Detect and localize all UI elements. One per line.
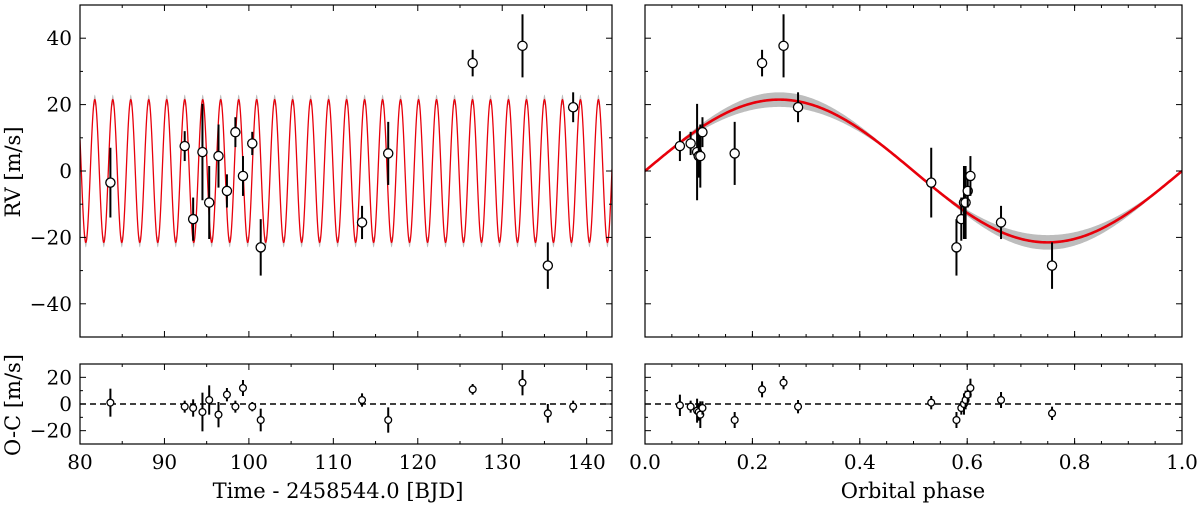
model-curve [645, 98, 1182, 244]
x-tick-label: 0.4 [844, 450, 876, 474]
data-point [729, 148, 740, 159]
data-point [758, 385, 767, 394]
data-point [189, 403, 198, 413]
data-point [213, 150, 224, 162]
data-point [518, 378, 527, 387]
data-point [674, 140, 686, 152]
data-point [996, 395, 1006, 405]
data-point [247, 138, 258, 149]
x-tick-label: 140 [568, 450, 606, 474]
data-point [205, 395, 214, 405]
data-point [222, 390, 231, 399]
data-point [179, 140, 190, 152]
data-point [248, 402, 257, 411]
data-point [230, 126, 241, 138]
y-tick-label: 20 [47, 365, 72, 389]
data-point [1046, 260, 1058, 271]
data-point [925, 177, 937, 188]
data-point [567, 102, 579, 113]
x-tick-label: 0.6 [951, 450, 983, 474]
y-tick-label: 0 [59, 392, 72, 416]
data-point [952, 415, 961, 425]
data-point [106, 398, 115, 407]
data-point [197, 146, 208, 158]
data-point [697, 126, 708, 138]
x-tick-label: 0.2 [736, 450, 768, 474]
data-point [730, 415, 739, 425]
data-point [105, 177, 116, 188]
data-point [542, 260, 554, 271]
data-point [686, 402, 695, 411]
data-point [695, 150, 706, 162]
data-point [356, 217, 368, 228]
data-point [238, 383, 248, 393]
data-point [187, 213, 199, 225]
plot-area [80, 14, 612, 289]
residuals-time-ylabel: O-C [m/s] [1, 354, 25, 456]
plot-area [645, 376, 1182, 428]
data-point [180, 402, 189, 411]
data-point [237, 170, 249, 182]
y-tick-label: 0 [59, 159, 72, 183]
data-point [231, 402, 240, 411]
x-tick-label: 0.0 [629, 450, 661, 474]
rv-time-panel: −40 −20 0 20 40 [30, 4, 613, 338]
data-point [685, 138, 696, 149]
data-point [382, 148, 394, 159]
axes-frame [79, 4, 613, 338]
phase-xlabel: Orbital phase [841, 479, 985, 503]
data-point [198, 407, 207, 417]
data-point [357, 395, 367, 405]
data-point [255, 242, 266, 253]
x-tick-label: 80 [67, 450, 92, 474]
y-tick-label: −20 [30, 419, 72, 443]
data-point [927, 398, 936, 407]
x-tick-label: 100 [230, 450, 268, 474]
x-tick-label: 110 [314, 450, 352, 474]
data-point [756, 57, 768, 69]
data-point [779, 378, 788, 387]
data-point [221, 185, 233, 197]
x-tick-label: 120 [399, 450, 437, 474]
residuals-phase-panel: 0.0 0.2 0.4 0.6 0.8 1.0 [629, 363, 1198, 474]
data-point [951, 242, 962, 253]
data-point [256, 415, 265, 425]
data-point [995, 217, 1007, 228]
x-tick-label: 90 [152, 450, 177, 474]
time-xlabel: Time - 2458544.0 [BJD] [213, 479, 464, 503]
rv-phase-panel [644, 4, 1183, 338]
data-point [793, 402, 803, 411]
data-point [214, 410, 223, 419]
data-point [517, 40, 528, 52]
data-point [467, 57, 478, 69]
data-point [698, 403, 707, 413]
data-point [965, 170, 976, 182]
plot-area [80, 370, 612, 433]
x-tick-label: 130 [483, 450, 521, 474]
data-point [960, 197, 971, 208]
y-tick-label: −20 [30, 225, 72, 249]
y-tick-label: 40 [47, 26, 72, 50]
data-point [675, 401, 684, 410]
x-tick-label: 1.0 [1166, 450, 1198, 474]
data-point [203, 197, 215, 208]
data-point [778, 40, 789, 52]
data-point [569, 402, 578, 411]
data-point [966, 383, 975, 393]
data-point [792, 102, 804, 113]
y-tick-label: 20 [47, 93, 72, 117]
x-tick-label: 0.8 [1059, 450, 1091, 474]
data-point [543, 409, 552, 418]
data-point [468, 385, 477, 394]
residuals-time-panel: 80 90 100 110 120 130 140 −20 0 20 [30, 363, 613, 474]
y-tick-label: −40 [30, 292, 72, 316]
model-curve [80, 98, 612, 244]
data-point [1047, 409, 1057, 418]
data-point [384, 415, 393, 425]
rv-time-ylabel: RV [m/s] [1, 126, 25, 217]
plot-area [645, 14, 1182, 289]
